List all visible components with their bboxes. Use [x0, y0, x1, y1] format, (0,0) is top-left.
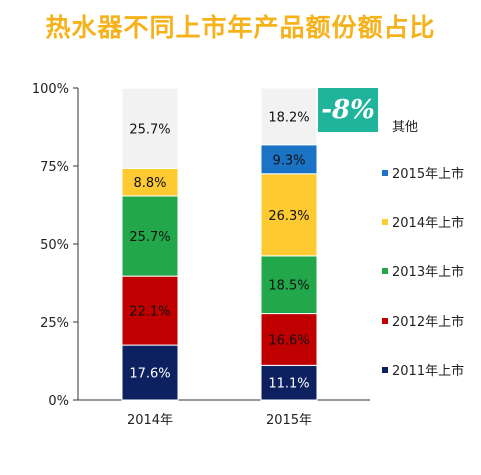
bar-segment	[260, 313, 318, 366]
legend-swatch	[382, 318, 388, 324]
x-tick-label: 2014年	[127, 413, 173, 428]
data-label: 9.3%	[272, 153, 305, 168]
legend-label: 2015年上市	[392, 166, 464, 182]
data-label: 16.6%	[268, 333, 309, 348]
data-label: 22.1%	[129, 305, 170, 320]
legend-swatch	[382, 367, 388, 373]
data-label: 25.7%	[129, 230, 170, 245]
bar-segment	[260, 87, 318, 146]
bar-segment	[121, 275, 179, 346]
legend-label: 2014年上市	[392, 215, 464, 231]
y-tick-label: 100%	[32, 82, 69, 97]
legend-label: 2012年上市	[392, 314, 464, 330]
bar-segment	[260, 173, 318, 257]
bar-segment	[260, 255, 318, 315]
y-tick-label: 0%	[48, 394, 69, 409]
y-tick-label: 25%	[40, 316, 69, 331]
data-label: 25.7%	[129, 122, 170, 137]
change-badge: -8%	[318, 88, 378, 132]
data-label: 18.5%	[268, 279, 309, 294]
data-label: 8.8%	[133, 176, 166, 191]
legend-label: 2013年上市	[392, 264, 464, 280]
bar-segment	[121, 87, 179, 169]
legend-label: 2011年上市	[392, 363, 464, 379]
legend-label: 其他	[392, 120, 418, 135]
chart-title: 热水器不同上市年产品额份额占比	[45, 13, 436, 42]
data-label: 18.2%	[268, 110, 309, 125]
legend-swatch	[382, 170, 388, 176]
bar-segment	[121, 167, 179, 197]
x-tick-label: 2015年	[266, 413, 312, 428]
legend-swatch	[382, 219, 388, 225]
data-label: 17.6%	[129, 367, 170, 382]
bar-segment	[260, 364, 318, 401]
bar-segment	[121, 195, 179, 277]
y-tick-label: 50%	[40, 238, 69, 253]
legend-swatch	[382, 268, 388, 274]
data-label: 11.1%	[268, 377, 309, 392]
data-label: 26.3%	[268, 209, 309, 224]
bar-segment	[260, 144, 318, 175]
y-tick-label: 75%	[40, 160, 69, 175]
